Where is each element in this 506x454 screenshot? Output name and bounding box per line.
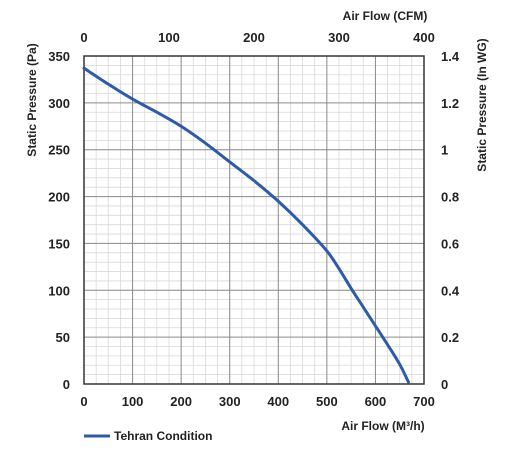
- y-tick-label-left: 250: [48, 143, 70, 158]
- x-tick-label-top: 400: [413, 30, 435, 45]
- y-tick-label-left: 300: [48, 96, 70, 111]
- x-tick-label-top: 100: [158, 30, 180, 45]
- series-line-tehran-condition: [82, 66, 410, 384]
- y-tick-label-right: 1.4: [441, 49, 460, 64]
- y-tick-label-left: 0: [63, 377, 70, 392]
- x-tick-label-bottom: 300: [219, 394, 241, 409]
- y-tick-label-right: 0.8: [441, 190, 459, 205]
- y-tick-label-right: 1.2: [441, 96, 459, 111]
- y-tick-label-left: 200: [48, 190, 70, 205]
- y-tick-label-left: 50: [56, 330, 70, 345]
- x-axis-title-top: Air Flow (CFM): [343, 9, 428, 23]
- x-tick-label-bottom: 100: [122, 394, 144, 409]
- grid: [83, 55, 425, 385]
- x-tick-label-top: 0: [80, 30, 87, 45]
- legend-label-tehran: Tehran Condition: [114, 429, 212, 443]
- legend: Tehran Condition: [84, 429, 212, 443]
- x-tick-label-bottom: 600: [365, 394, 387, 409]
- series-layer: [82, 66, 410, 384]
- x-tick-label-bottom: 200: [170, 394, 192, 409]
- y-axis-title-left: Static Pressure (Pa): [25, 43, 39, 156]
- y-tick-label-right: 0: [441, 377, 448, 392]
- x-tick-label-top: 200: [243, 30, 265, 45]
- y-tick-label-left: 350: [48, 49, 70, 64]
- y-tick-label-left: 100: [48, 283, 70, 298]
- y-tick-label-right: 0.2: [441, 330, 459, 345]
- plot-frame: [83, 55, 425, 385]
- x-tick-label-bottom: 500: [316, 394, 338, 409]
- x-tick-label-top: 300: [328, 30, 350, 45]
- x-tick-label-bottom: 0: [80, 394, 87, 409]
- x-tick-label-bottom: 400: [267, 394, 289, 409]
- y-tick-label-right: 0.4: [441, 283, 460, 298]
- y-tick-label-right: 1: [441, 143, 448, 158]
- y-tick-label-right: 0.6: [441, 236, 459, 251]
- tick-labels: 0 100 200 300 400 500 600 700050100150200250300…: [48, 30, 460, 409]
- x-tick-label-bottom: 700: [413, 394, 435, 409]
- y-axis-title-right: Static Pressure (In WG): [475, 38, 489, 171]
- x-axis-title-bottom: Air Flow (M³/h): [341, 419, 424, 433]
- y-tick-label-left: 150: [48, 236, 70, 251]
